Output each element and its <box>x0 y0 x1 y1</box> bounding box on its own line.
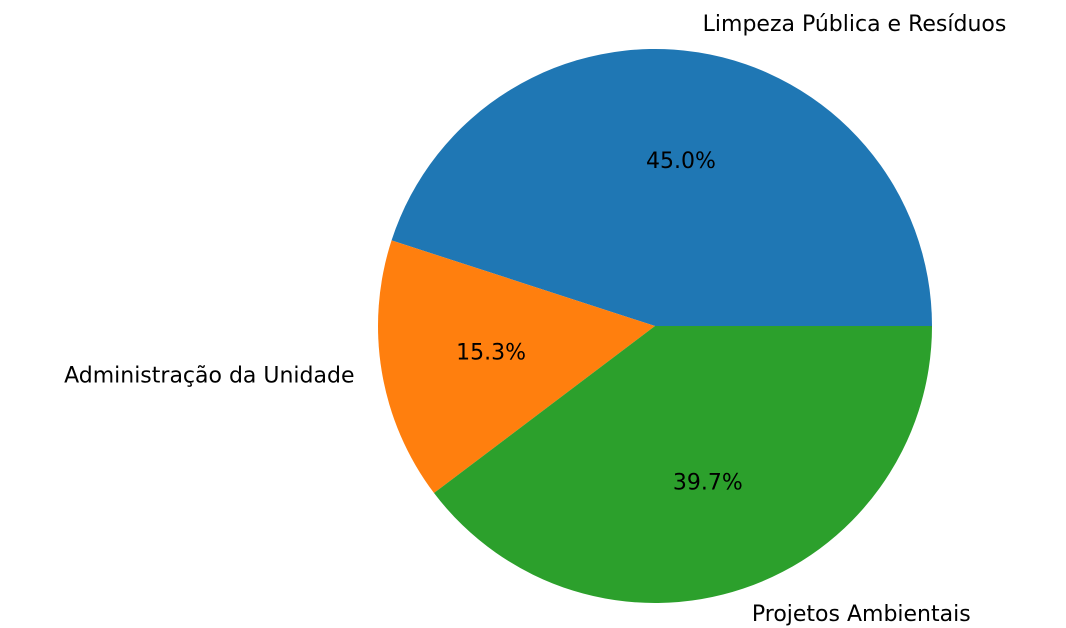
wedge-label: Projetos Ambientais <box>752 602 971 627</box>
wedge-percent: 15.3% <box>456 341 526 366</box>
wedge-percent: 45.0% <box>646 149 716 174</box>
pie-wedge <box>391 49 932 326</box>
wedge-label: Limpeza Pública e Resíduos <box>703 12 1007 37</box>
wedge-percent: 39.7% <box>673 471 743 496</box>
pie-wedge <box>434 326 932 603</box>
pie-wedge <box>378 240 655 494</box>
wedge-label: Administração da Unidade <box>64 363 354 388</box>
